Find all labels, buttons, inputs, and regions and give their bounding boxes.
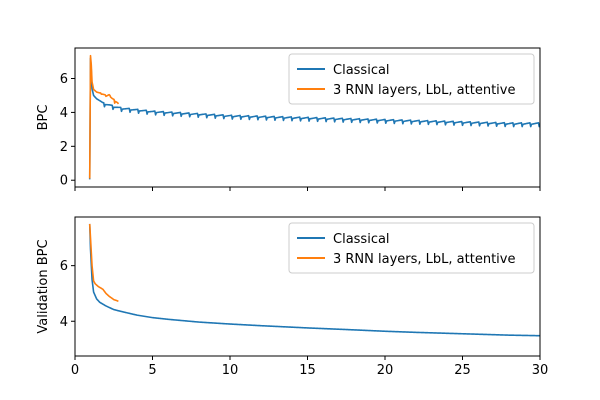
legend-box bbox=[288, 222, 535, 274]
bottom-chart-panel: 0 5 10 15 20 25 30 4 6 Validation BPC Classical 3 R… bbox=[36, 216, 549, 378]
x-tick-label: 20 bbox=[377, 363, 394, 378]
y-axis-label: Validation BPC bbox=[36, 239, 51, 333]
series-line-rnn-lbl-attentive bbox=[88, 54, 120, 179]
y-tick-label: 6 bbox=[60, 72, 68, 87]
series-line-classical bbox=[88, 57, 540, 180]
series-line-classical bbox=[88, 223, 540, 337]
legend-entry-label: Classical bbox=[333, 232, 390, 247]
y-tick-label: 4 bbox=[60, 315, 68, 330]
x-tick-label: 0 bbox=[71, 363, 79, 378]
legend-entry-label: Classical bbox=[333, 63, 390, 78]
x-tick-label: 10 bbox=[222, 363, 239, 378]
series-line-rnn-lbl-attentive bbox=[88, 223, 119, 302]
top-chart-panel: 0 2 4 6 BPC Classical 3 RNN layers, LbL, atten… bbox=[36, 47, 541, 191]
legend-entry-label: 3 RNN layers, LbL, attentive bbox=[333, 83, 515, 98]
legend-box bbox=[288, 53, 535, 105]
y-tick-label: 2 bbox=[60, 140, 68, 155]
x-tick-label: 15 bbox=[299, 363, 316, 378]
x-tick-label: 5 bbox=[148, 363, 156, 378]
x-tick-label: 30 bbox=[532, 363, 549, 378]
legend-entry-label: 3 RNN layers, LbL, attentive bbox=[333, 252, 515, 267]
y-tick-label: 6 bbox=[60, 259, 68, 274]
legend: Classical 3 RNN layers, LbL, attentive bbox=[288, 222, 535, 274]
x-tick-label: 25 bbox=[454, 363, 471, 378]
y-axis-label: BPC bbox=[36, 105, 51, 131]
y-tick-label: 4 bbox=[60, 106, 68, 121]
y-tick-label: 0 bbox=[60, 174, 68, 189]
legend: Classical 3 RNN layers, LbL, attentive bbox=[288, 53, 535, 105]
